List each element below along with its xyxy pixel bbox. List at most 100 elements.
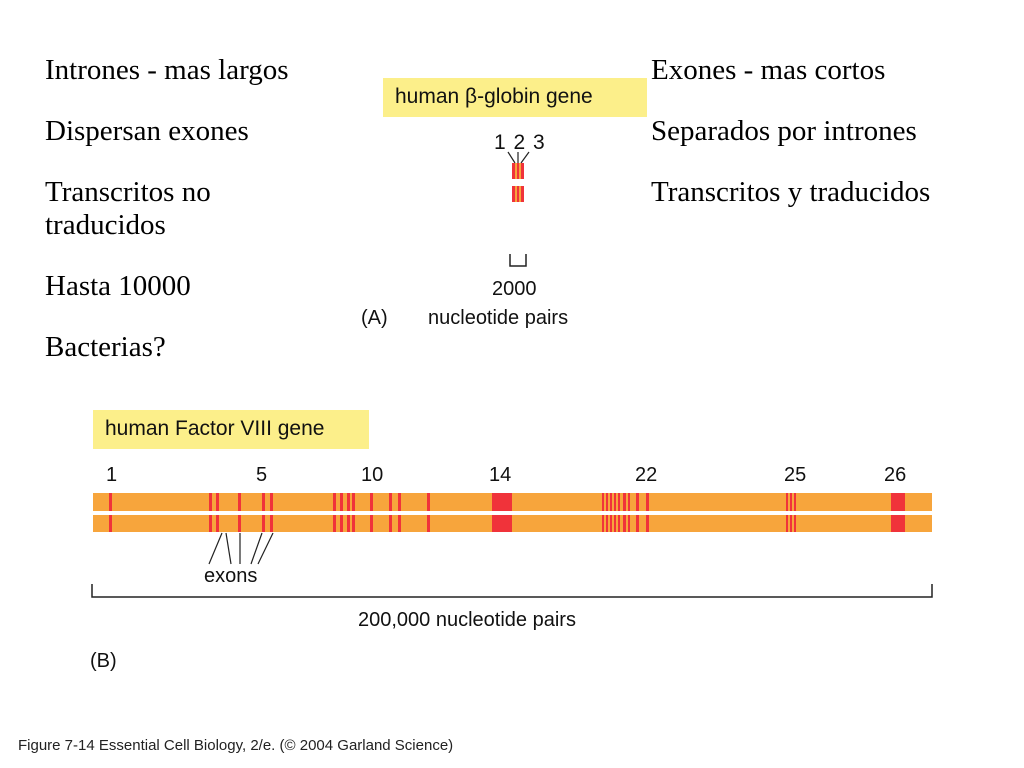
- factor-viii-exon-27-bottom: [794, 515, 796, 532]
- introns-item-1: Intrones - mas largos: [45, 54, 289, 86]
- factor-viii-exon-6-bottom: [270, 515, 273, 532]
- factor-viii-scale-bracket: [91, 584, 933, 598]
- factor-viii-exon-22-top: [628, 493, 630, 511]
- exon-number-26: 26: [884, 464, 907, 486]
- factor-viii-exon-24-top: [646, 493, 649, 511]
- factor-viii-exon-10-bottom: [352, 515, 355, 532]
- factor-viii-exon-23-top: [636, 493, 639, 511]
- factor-viii-exon-26-bottom: [790, 515, 792, 532]
- exons-item-3: Transcritos y traducidos: [651, 176, 931, 208]
- factor-viii-exon-17-bottom: [606, 515, 608, 532]
- factor-viii-exon-1-bottom: [109, 515, 112, 532]
- beta-globin-title: human β-globin gene: [383, 78, 647, 117]
- beta-exon-numbers: 1 2 3: [494, 131, 546, 154]
- factor-viii-exon-10-top: [352, 493, 355, 511]
- beta-exon-1-bottom: [512, 186, 515, 202]
- beta-scale-value: 2000: [492, 278, 537, 300]
- beta-scale-unit: nucleotide pairs: [428, 307, 569, 329]
- factor-viii-exon-1-top: [109, 493, 112, 511]
- factor-viii-exon-18-bottom: [610, 515, 612, 532]
- introns-item-4: Hasta 10000: [45, 270, 191, 302]
- exon-pointer-2: [225, 532, 232, 565]
- factor-viii-exon-26-top: [790, 493, 792, 511]
- exon-pointer-4: [250, 532, 263, 565]
- factor-viii-exon-9-bottom: [347, 515, 350, 532]
- factor-viii-exon-22-bottom: [628, 515, 630, 532]
- factor-viii-exon-28-bottom: [891, 515, 905, 532]
- factor-viii-exon-2-top: [209, 493, 212, 511]
- factor-viii-exon-11-bottom: [370, 515, 373, 532]
- factor-viii-exon-24-bottom: [646, 515, 649, 532]
- exon-pointer-5: [257, 532, 274, 565]
- factor-viii-exon-14-bottom: [427, 515, 430, 532]
- factor-viii-exon-25-bottom: [786, 515, 788, 532]
- introns-item-5: Bacterias?: [45, 331, 166, 363]
- factor-viii-exon-23-bottom: [636, 515, 639, 532]
- exons-label: exons: [204, 565, 258, 587]
- beta-exon-1-top: [512, 163, 515, 179]
- factor-viii-exon-7-top: [333, 493, 336, 511]
- factor-viii-body-bottom: [93, 515, 932, 532]
- panel-b-label: (B): [90, 650, 117, 672]
- factor-viii-exon-12-bottom: [389, 515, 392, 532]
- factor-viii-exon-16-bottom: [602, 515, 604, 532]
- exons-list: Exones - mas cortos Separados por intron…: [651, 54, 1011, 237]
- factor-viii-exons: [109, 493, 905, 532]
- beta-globin-gene: [507, 151, 530, 267]
- factor-viii-exon-15-bottom: [492, 515, 512, 532]
- factor-viii-exon-17-top: [606, 493, 608, 511]
- factor-viii-exon-14-top: [427, 493, 430, 511]
- factor-viii-exon-19-top: [614, 493, 616, 511]
- beta-pointer-1: [507, 151, 516, 164]
- panel-a-label: (A): [361, 307, 388, 329]
- beta-exon-3-bottom: [521, 186, 524, 202]
- factor-viii-exon-16-top: [602, 493, 604, 511]
- factor-viii-exon-27-top: [794, 493, 796, 511]
- factor-viii-exon-6-top: [270, 493, 273, 511]
- factor-viii-exon-9-top: [347, 493, 350, 511]
- factor-viii-exon-8-bottom: [340, 515, 343, 532]
- factor-viii-exon-13-top: [398, 493, 401, 511]
- exon-number-22: 22: [635, 464, 658, 486]
- factor-viii-exon-25-top: [786, 493, 788, 511]
- exons-item-2: Separados por intrones: [651, 115, 917, 147]
- factor-viii-exon-13-bottom: [398, 515, 401, 532]
- factor-viii-exon-3-top: [216, 493, 219, 511]
- beta-exon-3-top: [521, 163, 524, 179]
- introns-list: Intrones - mas largos Dispersan exones T…: [45, 54, 365, 392]
- exon-number-5: 5: [256, 464, 268, 486]
- factor-viii-exon-21-bottom: [623, 515, 626, 532]
- factor-viii-exon-11-top: [370, 493, 373, 511]
- beta-exon-2-bottom: [517, 186, 519, 202]
- factor-viii-exon-19-bottom: [614, 515, 616, 532]
- beta-pointer-3: [520, 151, 530, 164]
- factor-viii-exon-4-top: [238, 493, 241, 511]
- factor-viii-title: human Factor VIII gene: [93, 410, 369, 449]
- beta-scale-bracket: [509, 254, 527, 267]
- factor-viii-exon-2-bottom: [209, 515, 212, 532]
- exon-number-25: 25: [784, 464, 807, 486]
- factor-viii-exon-21-top: [623, 493, 626, 511]
- exons-item-1: Exones - mas cortos: [651, 54, 886, 86]
- factor-viii-exon-3-bottom: [216, 515, 219, 532]
- introns-item-3: Transcritos no traducidos: [45, 176, 211, 241]
- factor-viii-exon-28-top: [891, 493, 905, 511]
- beta-exon-2-top: [517, 163, 519, 179]
- factor-viii-exon-5-top: [262, 493, 265, 511]
- factor-viii-body-top: [93, 493, 932, 511]
- factor-viii-scale-label: 200,000 nucleotide pairs: [358, 609, 576, 631]
- introns-item-2: Dispersan exones: [45, 115, 249, 147]
- factor-viii-exon-20-top: [618, 493, 620, 511]
- exon-pointer-1: [208, 532, 223, 565]
- factor-viii-exon-20-bottom: [618, 515, 620, 532]
- factor-viii-exon-4-bottom: [238, 515, 241, 532]
- figure-caption: Figure 7-14 Essential Cell Biology, 2/e.…: [18, 737, 454, 754]
- factor-viii-exon-8-top: [340, 493, 343, 511]
- factor-viii-exon-7-bottom: [333, 515, 336, 532]
- exon-number-1: 1: [106, 464, 118, 486]
- exon-number-10: 10: [361, 464, 384, 486]
- factor-viii-exon-15-top: [492, 493, 512, 511]
- factor-viii-gene: [91, 493, 933, 598]
- factor-viii-exon-12-top: [389, 493, 392, 511]
